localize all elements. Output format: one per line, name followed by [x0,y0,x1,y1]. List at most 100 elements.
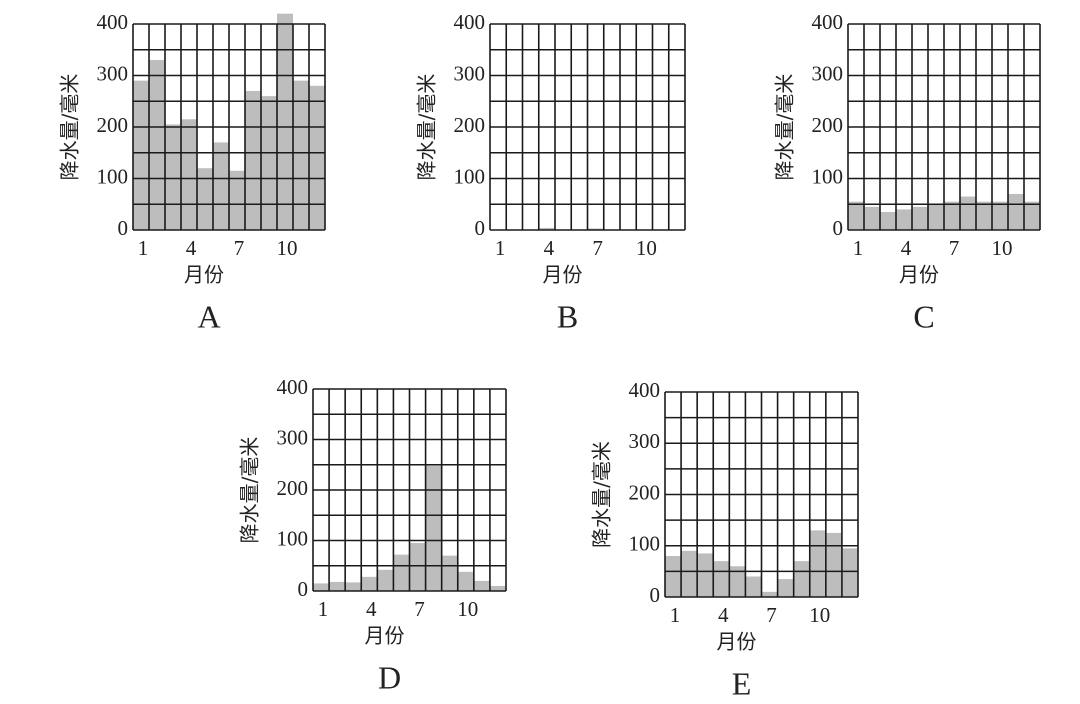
bar [277,13,293,231]
bar [409,543,426,591]
y-tick-label: 0 [118,216,129,240]
y-tick-label: 200 [97,113,129,137]
bar [309,85,325,230]
y-tick-label: 400 [97,10,129,34]
bar [928,204,944,230]
bar [538,227,555,230]
bar [944,201,960,230]
y-tick-label: 400 [629,378,661,402]
y-axis-label: 降水量/毫米 [773,74,797,181]
bar [425,465,442,591]
bar [229,170,245,230]
x-axis-label: 月份 [717,630,757,654]
bar [809,530,826,597]
x-tick-label: 7 [592,236,603,260]
bar [261,96,277,230]
x-tick-label: 1 [495,236,506,260]
y-axis-label: 降水量/毫米 [415,74,439,181]
y-tick-label: 300 [812,61,844,85]
bar [841,548,858,597]
x-axis-label: 月份 [365,624,405,648]
bar [880,211,896,230]
x-tick-label: 7 [234,236,245,260]
x-tick-label: 4 [544,236,555,260]
y-tick-label: 100 [97,164,129,188]
y-tick-label: 200 [277,476,309,500]
x-axis-label: 月份 [899,263,939,287]
y-tick-label: 300 [454,61,486,85]
x-tick-label: 1 [670,603,681,627]
bar [1024,201,1040,230]
x-axis-label: 月份 [184,263,224,287]
y-tick-label: 200 [812,113,844,137]
y-tick-label: 100 [629,532,661,556]
bar [745,576,762,597]
y-tick-label: 100 [812,164,844,188]
y-axis-label: 降水量/毫米 [238,437,262,544]
y-tick-label: 100 [454,164,486,188]
x-tick-label: 4 [901,236,912,260]
bar [377,569,394,591]
bar [665,556,682,597]
bar [992,201,1008,230]
y-tick-label: 400 [812,10,844,34]
bar [864,206,880,230]
panel-label: A [197,298,220,334]
x-tick-label: 4 [366,597,377,621]
y-tick-label: 0 [475,216,486,240]
y-tick-label: 300 [629,429,661,453]
x-tick-label: 10 [636,236,657,260]
bar [848,201,864,230]
x-tick-label: 4 [186,236,197,260]
panel-label: B [557,298,578,334]
panel-label: C [913,298,934,334]
x-tick-label: 1 [318,597,329,621]
bar [245,90,261,230]
x-tick-label: 10 [992,236,1013,260]
bar [960,196,976,230]
bar [1008,193,1024,230]
bar [777,579,794,597]
y-tick-label: 200 [454,113,486,137]
bar [441,555,458,591]
bar [197,168,213,230]
bar [213,142,229,230]
panel-label: D [378,659,401,695]
bar [473,580,490,591]
bar [761,591,778,597]
bar [912,206,928,230]
bar [976,201,992,230]
bar [181,119,197,230]
bar [133,80,149,231]
bar [313,583,330,591]
bar [896,209,912,230]
bar [489,585,506,591]
y-tick-label: 0 [833,216,844,240]
bar [681,550,698,597]
x-tick-label: 10 [809,603,830,627]
y-tick-label: 300 [97,61,129,85]
y-axis-label: 降水量/毫米 [58,74,82,181]
y-tick-label: 100 [277,526,309,550]
y-axis-label: 降水量/毫米 [590,441,614,548]
bar [361,576,378,591]
x-axis-label: 月份 [543,263,583,287]
x-tick-label: 7 [766,603,777,627]
x-tick-label: 10 [457,597,478,621]
bar [165,124,181,230]
bar [329,581,346,591]
y-tick-label: 0 [650,583,661,607]
bar [457,571,474,591]
bar [729,566,746,597]
bar [793,561,810,597]
x-tick-label: 4 [718,603,729,627]
bar [393,554,410,591]
x-tick-label: 7 [414,597,425,621]
bar [149,60,165,230]
y-tick-label: 400 [454,10,486,34]
bar [697,553,714,597]
y-tick-label: 0 [298,577,309,601]
x-tick-label: 10 [277,236,298,260]
bar [293,80,309,231]
